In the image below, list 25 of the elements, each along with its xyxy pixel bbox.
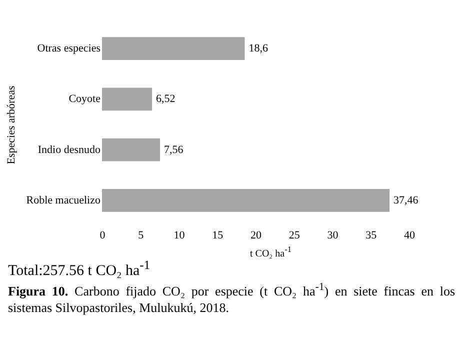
y-axis-title: Especies arbóreas [5, 86, 18, 164]
x-tick-label: 10 [174, 230, 186, 242]
data-label: 37,46 [394, 194, 419, 206]
bar [102, 37, 245, 60]
data-label: 18,6 [248, 42, 269, 55]
data-label: 7,56 [164, 144, 184, 156]
x-tick-label: 30 [327, 230, 339, 242]
bar [102, 189, 390, 212]
x-tick-label: 15 [212, 230, 224, 242]
y-tick-label: Otras especies [37, 42, 100, 55]
y-tick-label: Indio desnudo [38, 144, 101, 156]
x-tick-label: 5 [138, 230, 144, 242]
x-tick-label: 0 [100, 230, 106, 242]
x-tick-label: 20 [250, 230, 262, 242]
x-tick-label: 25 [288, 230, 300, 242]
y-tick-label: Coyote [68, 93, 101, 106]
text: Figura 10. Carbono fijado CO₂ por especie (t CO₂ ha$^{-1}$) en siete fincas en los sistemas Silvopastoriles, Mulukukú, 2018. [8, 281, 455, 315]
bar [102, 138, 160, 162]
data-label: 6,52 [156, 93, 176, 106]
x-axis-title: t CO₂ ha$^{-1}$ [250, 244, 293, 260]
x-tick-label: 40 [404, 230, 416, 242]
y-tick-label: Roble macuelizo [26, 194, 101, 206]
text: Total:257.56 t CO₂ ha$^{-1}$ [8, 258, 152, 280]
x-tick-label: 35 [366, 230, 378, 242]
bar [102, 88, 152, 111]
